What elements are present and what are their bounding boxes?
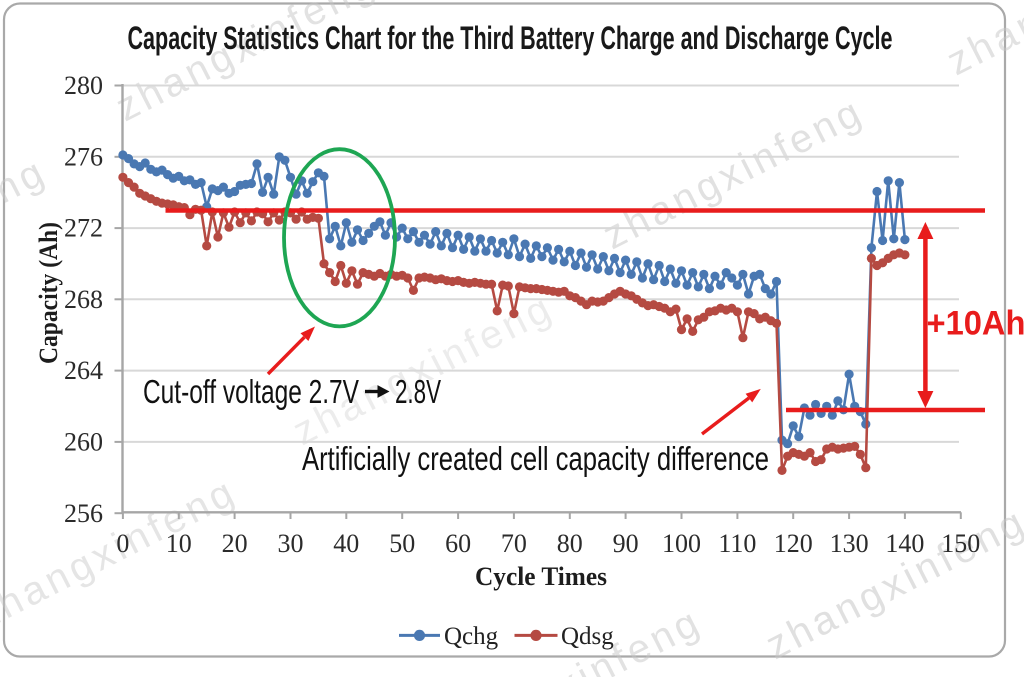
svg-text:150: 150 [941,529,980,558]
svg-text:20: 20 [222,529,248,558]
svg-text:Cut-off voltage 2.7V: Cut-off voltage 2.7V [143,373,359,410]
svg-text:30: 30 [278,529,304,558]
svg-text:50: 50 [389,529,415,558]
svg-text:Cycle Times: Cycle Times [475,562,607,591]
svg-text:Qchg: Qchg [444,623,499,650]
svg-text:0: 0 [116,529,129,558]
svg-text:40: 40 [333,529,359,558]
svg-text:10: 10 [166,529,192,558]
svg-text:Capacity Statistics Chart for: Capacity Statistics Chart for the Third … [128,20,893,56]
svg-text:256: 256 [64,499,103,528]
svg-text:268: 268 [64,285,103,314]
svg-text:272: 272 [64,214,103,243]
svg-text:120: 120 [774,529,813,558]
svg-text:Artificially created cell capa: Artificially created cell capacity diffe… [302,440,769,477]
svg-text:100: 100 [662,529,701,558]
svg-text:140: 140 [885,529,924,558]
svg-text:130: 130 [830,529,869,558]
svg-text:260: 260 [64,428,103,457]
svg-text:Qdsg: Qdsg [561,623,614,650]
svg-text:280: 280 [64,71,103,100]
svg-text:90: 90 [613,529,639,558]
svg-text:2.8V: 2.8V [395,373,441,410]
svg-text:264: 264 [64,356,103,385]
svg-text:60: 60 [445,529,471,558]
svg-text:110: 110 [718,529,756,558]
svg-text:Capacity (Ah): Capacity (Ah) [34,222,63,364]
svg-text:70: 70 [501,529,527,558]
svg-text:+10Ah: +10Ah [927,305,1024,343]
svg-text:276: 276 [64,142,103,171]
svg-text:80: 80 [557,529,583,558]
